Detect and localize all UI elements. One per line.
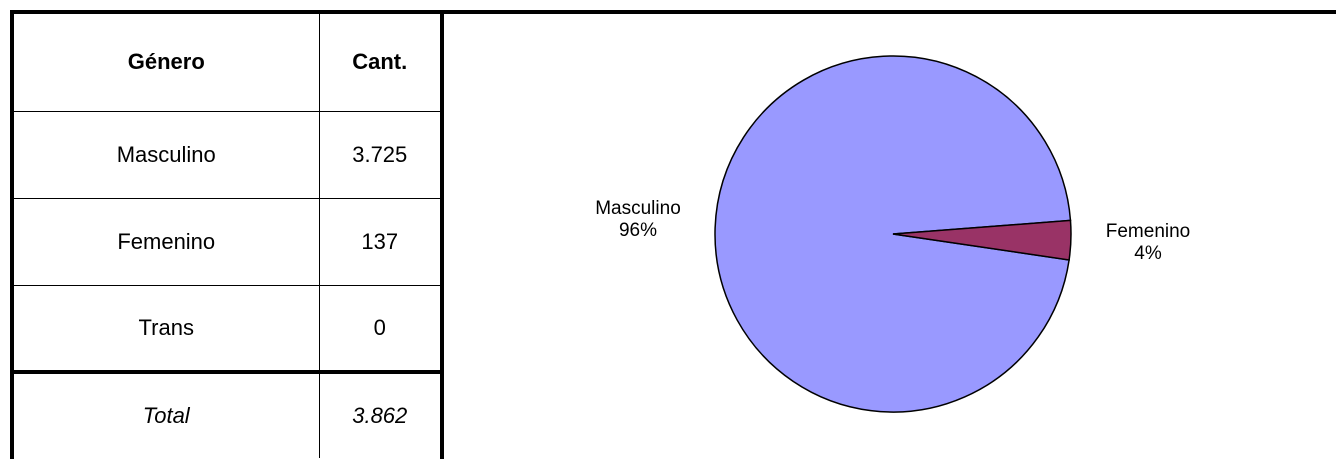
pie-slice-masculino — [714, 55, 1072, 413]
row-genero-masculino: Masculino — [14, 111, 320, 199]
pie-label-femenino-percent: 4% — [1134, 243, 1162, 264]
pie-slice-femenino — [892, 219, 1072, 261]
table-row: Femenino 137 — [14, 198, 440, 286]
pie-label-femenino-name: Femenino — [1106, 221, 1191, 242]
gender-table: Género Cant. Masculino 3.725 Femenino 13… — [14, 14, 440, 458]
pie-label-masculino-name: Masculino — [595, 198, 681, 219]
pie-chart-area: Masculino 96% Femenino 4% — [444, 14, 1336, 459]
total-label: Total — [14, 372, 320, 458]
total-value: 3.862 — [352, 403, 408, 428]
frame-top-border — [10, 10, 1336, 14]
row-cant-trans: 0 — [319, 285, 440, 374]
gender-table-container: Género Cant. Masculino 3.725 Femenino 13… — [10, 10, 444, 459]
table-row: Masculino 3.725 — [14, 111, 440, 199]
table-header-row: Género Cant. — [14, 14, 440, 112]
row-cant-masculino: 3.725 — [319, 111, 440, 199]
row-genero-femenino: Femenino — [14, 198, 320, 286]
table-total-row: Total 3.862 — [14, 372, 440, 458]
header-genero: Género — [14, 14, 320, 112]
pie-label-masculino-percent: 96% — [619, 220, 657, 241]
row-cant-femenino: 137 — [319, 198, 440, 286]
table-row: Trans 0 — [14, 285, 440, 374]
row-genero-trans: Trans — [14, 285, 320, 374]
header-cant: Cant. — [319, 14, 440, 112]
